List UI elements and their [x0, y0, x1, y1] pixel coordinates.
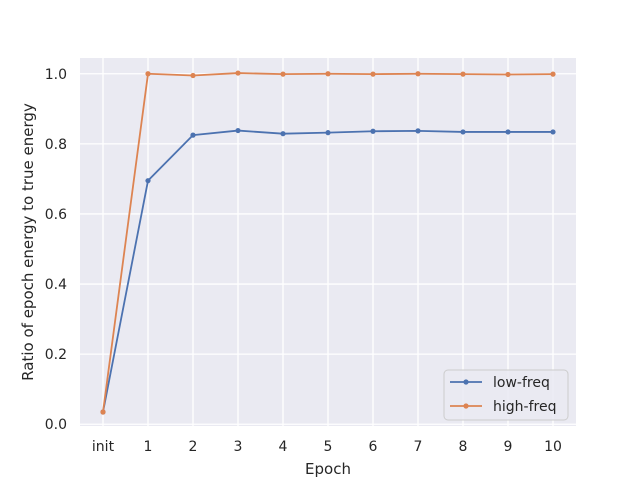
data-point-high-freq: [505, 71, 511, 78]
y-tick-labels: 0.0 0.2 0.4 0.6 0.8 1.0: [45, 67, 67, 433]
data-point-low-freq: [190, 132, 196, 138]
data-point-low-freq: [325, 130, 331, 136]
gridlines: [80, 58, 576, 426]
data-point-high-freq: [325, 71, 331, 77]
legend: low-freq high-freq: [443, 369, 569, 421]
data-point-low-freq: [460, 129, 466, 135]
legend-label: low-freq: [493, 375, 550, 391]
y-axis-label: Ratio of epoch energy to true energy: [19, 103, 37, 381]
x-tick-label: 2: [189, 439, 198, 455]
data-point-high-freq: [280, 71, 286, 77]
x-tick-labels: init 1 2 3 4 5 6 7 8 9 10: [92, 439, 562, 455]
x-tick-label: 1: [144, 439, 153, 455]
data-point-high-freq: [550, 71, 556, 77]
data-point-high-freq: [190, 72, 196, 79]
legend-marker: [463, 379, 469, 385]
data-point-high-freq: [460, 71, 466, 77]
data-point-low-freq: [415, 128, 421, 134]
y-tick-label: 0.8: [45, 137, 67, 153]
x-tick-label: 3: [234, 439, 243, 455]
x-tick-label: 10: [544, 439, 562, 455]
x-tick-label: 6: [369, 439, 378, 455]
series-lines: [100, 70, 556, 415]
data-point-low-freq: [550, 129, 556, 135]
data-point-low-freq: [280, 131, 286, 137]
legend-marker: [463, 403, 469, 409]
data-point-high-freq: [145, 71, 151, 77]
data-point-high-freq: [370, 71, 376, 77]
y-tick-label: 0.4: [45, 277, 67, 293]
y-tick-label: 0.6: [45, 207, 67, 223]
x-axis-label: Epoch: [305, 460, 351, 478]
y-tick-label: 0.2: [45, 347, 67, 363]
data-point-low-freq: [235, 127, 241, 134]
data-point-high-freq: [235, 70, 241, 76]
y-tick-label: 0.0: [45, 417, 67, 433]
x-tick-label: 5: [324, 439, 333, 455]
y-tick-label: 1.0: [45, 67, 67, 83]
x-tick-label: 7: [414, 439, 423, 455]
x-tick-label: init: [92, 439, 115, 455]
data-point-low-freq: [145, 178, 151, 184]
data-point-high-freq: [100, 409, 106, 415]
data-point-high-freq: [415, 71, 421, 77]
x-tick-label: 8: [459, 439, 468, 455]
legend-label: high-freq: [493, 399, 556, 415]
data-point-low-freq: [505, 129, 511, 135]
x-tick-label: 9: [504, 439, 513, 455]
data-point-low-freq: [370, 128, 376, 134]
x-tick-label: 4: [279, 439, 288, 455]
